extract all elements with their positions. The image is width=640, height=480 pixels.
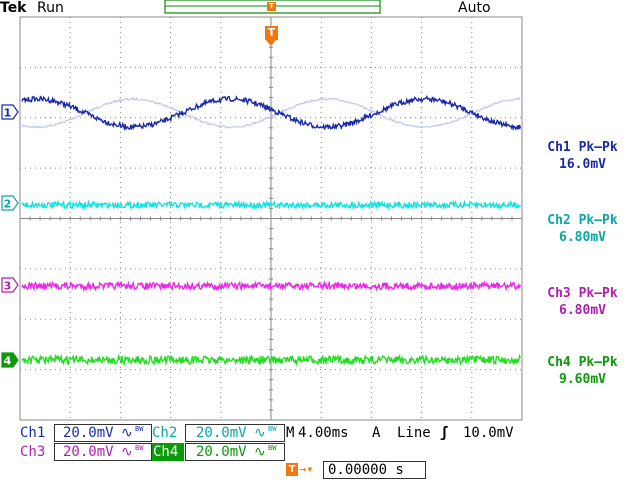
ch3-meas-label: Ch3 Pk–Pk — [547, 286, 618, 301]
ch3-coupling-icon: ∿ — [121, 444, 133, 460]
ch4-bw-limit-icon: BW — [268, 444, 277, 452]
record-trigger-indicator: T — [267, 2, 276, 11]
record-trigger-label: T — [269, 2, 274, 10]
trigger-mode: Auto — [458, 0, 491, 16]
ch3-scale-box[interactable]: 20.0mV ∿ BW — [54, 443, 152, 461]
grid-lines — [19, 16, 523, 421]
ch1-reference-waveform — [21, 96, 521, 129]
ch4-marker-label: 4 — [4, 355, 12, 368]
brand-logo: Tek — [0, 0, 27, 16]
ch1-meas-label: Ch1 Pk–Pk — [547, 140, 618, 155]
waveform-traces — [21, 95, 522, 367]
ch1-scale-box[interactable]: 20.0mV ∿ BW — [54, 424, 152, 442]
ch1-status-label[interactable]: Ch1 — [20, 425, 46, 441]
timebase-prefix: M — [286, 425, 295, 441]
ch2-meas-label: Ch2 Pk–Pk — [547, 213, 618, 228]
ch3-measurement: Ch3 Pk–Pk 6.80mV — [525, 285, 640, 319]
ch4-waveform — [21, 353, 522, 367]
ch3-waveform — [21, 279, 522, 293]
ch4-marker-shape — [1, 352, 19, 368]
ch1-scale-value: 20.0mV — [63, 425, 114, 441]
ch4-status-label: Ch4 — [153, 444, 179, 460]
trigger-slope-icon: ʃ — [440, 425, 449, 441]
trigger-source[interactable]: Line — [397, 425, 431, 441]
ch4-status-label-bg[interactable]: Ch4 — [152, 443, 184, 461]
ch1-bw-limit-icon: BW — [135, 425, 144, 433]
ch3-scale-value: 20.0mV — [63, 444, 114, 460]
ch2-marker-shape — [1, 195, 19, 211]
acquisition-state: Run — [37, 0, 64, 16]
ch4-scale-box[interactable]: 20.0mV ∿ BW — [185, 443, 285, 461]
ch4-ground-marker[interactable]: 4 — [1, 352, 19, 368]
trigger-position-arrow — [266, 40, 276, 46]
delay-trigger-label: T — [288, 464, 296, 475]
ch2-waveform — [21, 199, 522, 211]
ch2-scale-box[interactable]: 20.0mV ∿ BW — [185, 424, 285, 442]
ch3-ground-marker[interactable]: 3 — [1, 277, 19, 293]
ch4-coupling-icon: ∿ — [254, 444, 266, 460]
horizontal-delay-value: 0.00000 s — [328, 462, 404, 478]
ch4-measurement: Ch4 Pk–Pk 9.60mV — [525, 354, 640, 388]
trigger-position-marker[interactable]: T — [265, 26, 278, 40]
ch1-coupling-icon: ∿ — [121, 425, 133, 441]
ch1-meas-value: 16.0mV — [559, 157, 606, 172]
ch2-bw-limit-icon: BW — [268, 425, 277, 433]
ch1-marker-label: 1 — [4, 107, 12, 120]
ch2-scale-value: 20.0mV — [196, 425, 247, 441]
ch3-marker-label: 3 — [4, 280, 12, 293]
ch2-ground-marker[interactable]: 2 — [1, 195, 19, 211]
timebase-value[interactable]: 4.00ms — [298, 425, 349, 441]
ch1-ground-marker[interactable]: 1 — [1, 104, 19, 120]
ch2-status-label[interactable]: Ch2 — [152, 425, 178, 441]
ch2-measurement: Ch2 Pk–Pk 6.80mV — [525, 212, 640, 246]
ch3-status-label[interactable]: Ch3 — [20, 444, 46, 460]
trigger-marker-label: T — [267, 26, 276, 39]
ch3-marker-shape — [1, 277, 19, 293]
ch4-meas-label: Ch4 Pk–Pk — [547, 355, 618, 370]
ch1-measurement: Ch1 Pk–Pk 16.0mV — [525, 139, 640, 173]
ch3-bw-limit-icon: BW — [135, 444, 144, 452]
trigger-level[interactable]: 10.0mV — [463, 425, 514, 441]
ch1-marker-shape — [1, 104, 19, 120]
delay-arrow-icon: →▾ — [299, 462, 314, 476]
ch4-scale-value: 20.0mV — [196, 444, 247, 460]
ch1-waveform — [21, 95, 522, 132]
ch2-meas-value: 6.80mV — [559, 230, 606, 245]
ch4-meas-value: 9.60mV — [559, 372, 606, 387]
trigger-source-prefix: A — [372, 425, 381, 441]
ch2-marker-label: 2 — [4, 198, 12, 211]
horizontal-delay-box[interactable]: 0.00000 s — [323, 461, 426, 479]
channel-markers: 1 2 3 4 — [1, 104, 19, 368]
ch3-meas-value: 6.80mV — [559, 303, 606, 318]
ch2-coupling-icon: ∿ — [254, 425, 266, 441]
delay-trigger-icon: T — [286, 463, 298, 476]
